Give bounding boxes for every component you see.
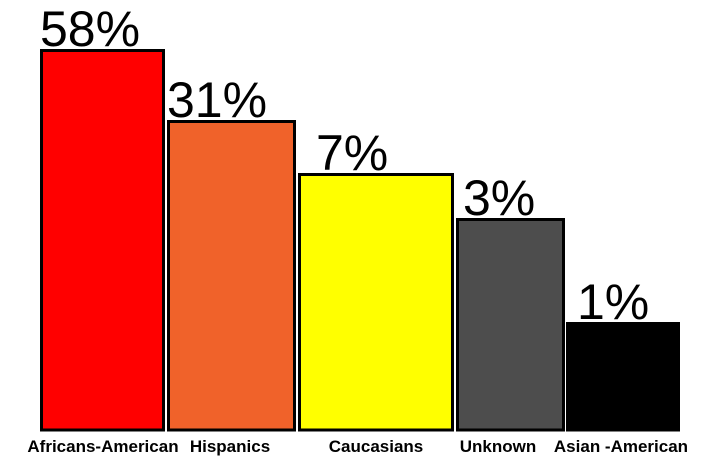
category-label: Caucasians xyxy=(329,437,424,456)
category-label: Africans-American xyxy=(27,437,178,456)
bar-unknown xyxy=(456,218,565,432)
category-label: Unknown xyxy=(460,437,537,456)
data-label: 7% xyxy=(316,125,388,181)
bar-africans-american xyxy=(40,49,165,432)
bar-hispanics xyxy=(167,120,296,432)
value-labels-group: 58% 31% 7% 3% 1% xyxy=(40,1,649,330)
bar-caucasians xyxy=(298,173,454,432)
bar-asian-american xyxy=(566,322,680,432)
data-label: 58% xyxy=(40,1,140,57)
category-label: Asian -American xyxy=(554,437,688,456)
data-label: 1% xyxy=(577,274,649,330)
data-label: 3% xyxy=(463,170,535,226)
data-label: 31% xyxy=(167,72,267,128)
bars-group xyxy=(40,49,680,432)
category-labels-group: Africans-American Hispanics Caucasians Unkn… xyxy=(27,437,688,456)
category-label: Hispanics xyxy=(190,437,270,456)
